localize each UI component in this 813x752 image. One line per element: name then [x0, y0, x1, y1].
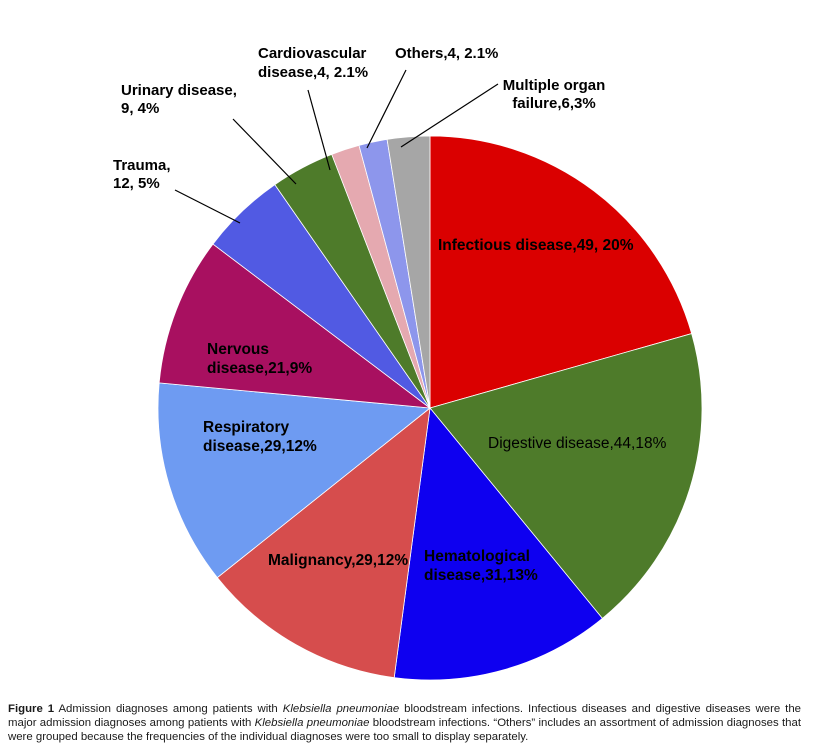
slice-labels: Infectious disease,49, 20% Digestive dise… [113, 45, 667, 584]
caption-text: bloodstream infections. “Others” include… [8, 717, 801, 744]
caption-text: Admission diagnoses among patients with [54, 703, 283, 716]
pie-slice-malignancy [216, 407, 431, 679]
leader-line-cardiovascular-disease [307, 89, 331, 171]
slice-label-trauma: Trauma, 12, 5% [113, 157, 171, 192]
leader-line-multiple-organ-failure [400, 83, 499, 148]
slice-label-multiple-organ-failure: Multiple organ failure,6,3% [503, 77, 606, 112]
caption-species-name: Klebsiella pneumoniae [254, 717, 370, 730]
pie-slice-hematological-disease [393, 407, 603, 681]
pie-slice-nervous-disease [158, 243, 432, 409]
pie-slice-infectious-disease [429, 135, 693, 409]
slice-label-malignancy: Malignancy,29,12% [268, 552, 408, 569]
pie-slices [157, 135, 703, 681]
figure-caption: Figure 1 Admission diagnoses among patie… [8, 702, 801, 744]
leader-line-trauma [174, 189, 241, 224]
slice-label-digestive-disease: Digestive disease,44,18% [488, 435, 667, 452]
slice-label-cardiovascular-disease: Cardiovascular disease,4, 2.1% [258, 45, 368, 81]
pie-slice-respiratory-disease [157, 382, 432, 579]
pie-slice-multiple-organ-failure [386, 135, 431, 409]
slice-label-respiratory-disease: Respiratory disease,29,12% [203, 419, 317, 455]
caption-figure-label: Figure 1 [8, 703, 55, 716]
slice-label-hematological-disease: Hematological disease,31,13% [424, 548, 538, 584]
pie-chart: Infectious disease,49, 20% Digestive dise… [113, 45, 703, 681]
caption-species-name: Klebsiella pneumoniae [282, 703, 400, 716]
slice-label-others: Others,4, 2.1% [395, 45, 498, 62]
caption-text: bloodstream infections. Infectious disea… [8, 703, 801, 730]
slice-label-urinary-disease: Urinary disease, 9, 4% [121, 82, 237, 117]
slice-label-nervous-disease: Nervous disease,21,9% [207, 341, 312, 377]
slice-label-infectious-disease: Infectious disease,49, 20% [438, 237, 634, 254]
leader-line-others [366, 69, 407, 149]
leader-line-urinary-disease [232, 118, 297, 185]
leader-lines [174, 69, 499, 224]
pie-slice-digestive-disease [429, 333, 703, 619]
